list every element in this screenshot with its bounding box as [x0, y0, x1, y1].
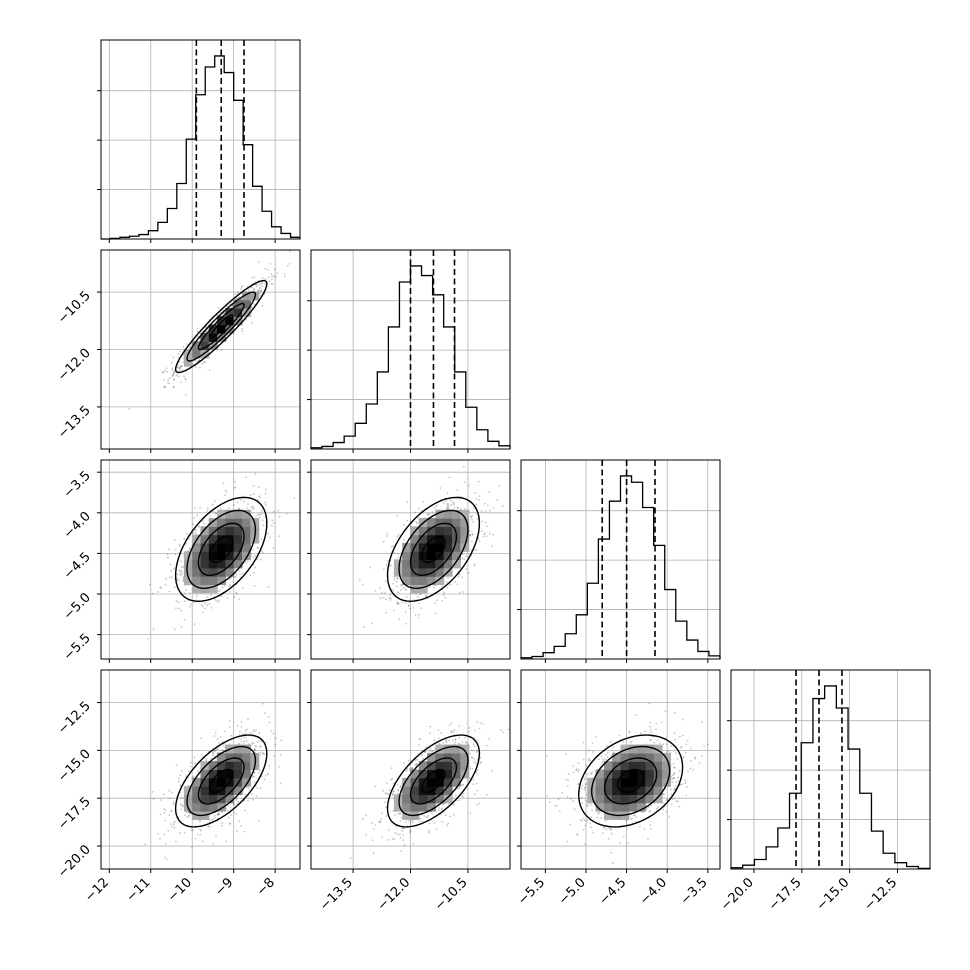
contour-2-1 [386, 496, 481, 603]
contour-3-1 [421, 768, 446, 794]
scatter-panel-1-0 [100, 249, 301, 450]
x-tick-label-2-1: −5.0 [556, 875, 589, 908]
x-tick-label-2-2: −4.5 [596, 875, 629, 908]
contour-3-1 [409, 757, 458, 805]
contour-3-0 [197, 757, 245, 805]
y-tick-label-1-1: −12.0 [55, 346, 94, 385]
y-tick-label-2-0: −5.5 [61, 631, 94, 664]
scatter-panel-3-2 [520, 669, 721, 870]
scatter-frame-3-0 [100, 669, 301, 870]
x-tick-label-3-0: −20.0 [718, 875, 757, 914]
contour-2-1 [421, 535, 446, 563]
x-tick-label-2-0: −5.5 [515, 875, 548, 908]
x-tick-label-0-3: −9 [212, 875, 236, 899]
x-tick-label-0-4: −8 [254, 875, 278, 899]
contour-3-1 [386, 734, 481, 828]
x-tick-label-2-4: −3.5 [678, 875, 711, 908]
y-tick-label-3-0: −20.0 [55, 842, 94, 881]
x-tick-label-3-3: −12.5 [862, 875, 901, 914]
y-tick-label-3-3: −12.5 [55, 699, 94, 738]
contour-3-2 [603, 757, 658, 805]
y-tick-label-1-0: −13.5 [55, 403, 94, 442]
x-tick-label-3-1: −17.5 [766, 875, 805, 914]
x-tick-label-0-0: −12 [82, 875, 112, 905]
y-tick-label-1-2: −10.5 [55, 288, 94, 327]
x-tick-label-0-1: −11 [124, 875, 154, 905]
contour-1-0 [209, 314, 234, 339]
contour-3-2 [590, 745, 671, 817]
x-tick-label-1-0: −13.5 [317, 875, 356, 914]
contour-3-0 [174, 734, 268, 828]
y-tick-label-2-3: −4.0 [61, 509, 94, 542]
x-tick-label-3-2: −15.0 [814, 875, 853, 914]
contour-1-0 [174, 279, 268, 374]
histogram-panel-3 [727, 669, 931, 870]
scatter-frame-2-0 [100, 459, 301, 660]
x-tick-label-1-2: −10.5 [432, 875, 471, 914]
x-tick-label-2-3: −4.0 [637, 875, 670, 908]
scatter-panel-2-1 [310, 459, 511, 660]
y-tick-label-3-2: −15.0 [55, 747, 94, 786]
x-tick-label-1-1: −12.0 [375, 875, 414, 914]
y-tick-label-2-2: −4.5 [61, 550, 94, 583]
histogram-panel-1 [307, 249, 511, 450]
y-tick-label-3-1: −17.5 [55, 794, 94, 833]
scatter-panel-2-0 [100, 459, 301, 660]
contour-2-0 [174, 496, 268, 603]
histogram-step-0 [101, 55, 301, 240]
y-tick-label-2-4: −3.5 [61, 468, 94, 501]
contour-2-0 [186, 509, 257, 590]
contour-2-0 [197, 522, 245, 577]
contour-1-0 [186, 291, 257, 362]
histogram-frame-2 [520, 459, 721, 660]
histogram-panel-0 [97, 39, 301, 240]
contour-2-1 [398, 509, 469, 590]
histogram-panel-2 [517, 459, 721, 660]
contour-3-2 [617, 768, 645, 794]
histogram-frame-3 [730, 669, 931, 870]
contour-2-1 [409, 522, 458, 577]
histogram-step-3 [730, 685, 931, 870]
scatter-panel-3-0 [100, 669, 301, 870]
contour-3-2 [577, 734, 684, 828]
histogram-step-2 [520, 475, 721, 659]
scatter-panel-3-1 [310, 669, 511, 870]
histogram-frame-0 [100, 39, 301, 240]
y-tick-label-2-1: −5.0 [61, 590, 94, 623]
contour-3-1 [398, 745, 469, 817]
contour-1-0 [197, 302, 245, 351]
scatter-frame-3-2 [520, 669, 721, 870]
x-tick-label-0-2: −10 [165, 875, 195, 905]
contour-3-0 [186, 745, 257, 817]
contour-3-0 [209, 768, 234, 794]
contour-2-0 [209, 535, 234, 563]
